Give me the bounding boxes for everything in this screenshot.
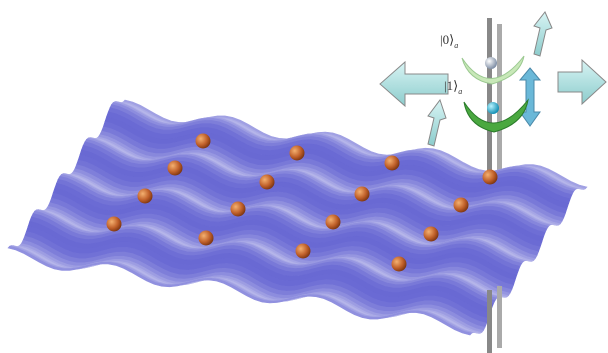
atom [482, 169, 498, 185]
atom [195, 133, 211, 149]
rods-bottom [487, 286, 502, 353]
traps [461, 55, 529, 133]
subscript: a [458, 87, 462, 96]
atom [391, 256, 407, 272]
lattice-surface [7, 99, 588, 336]
atom [259, 174, 275, 190]
surface-strip [7, 245, 473, 336]
atom-state-0 [485, 57, 497, 69]
ket: |1⟩ [444, 78, 458, 93]
atom-state-1 [487, 102, 499, 114]
atom [354, 186, 370, 202]
atom [295, 243, 311, 259]
atom [230, 201, 246, 217]
atom [325, 214, 341, 230]
ket: |0⟩ [440, 32, 454, 47]
atom [423, 226, 439, 242]
atom [106, 216, 122, 232]
atoms [106, 133, 498, 272]
atom [453, 197, 469, 213]
atom [198, 230, 214, 246]
atom [137, 188, 153, 204]
subscript: a [454, 41, 458, 50]
rods-top [487, 18, 502, 188]
atom [167, 160, 183, 176]
arrows [379, 11, 607, 147]
atom [289, 145, 305, 161]
atom [384, 155, 400, 171]
state-label: |1⟩a [444, 78, 462, 96]
state-label: |0⟩a [440, 32, 458, 50]
